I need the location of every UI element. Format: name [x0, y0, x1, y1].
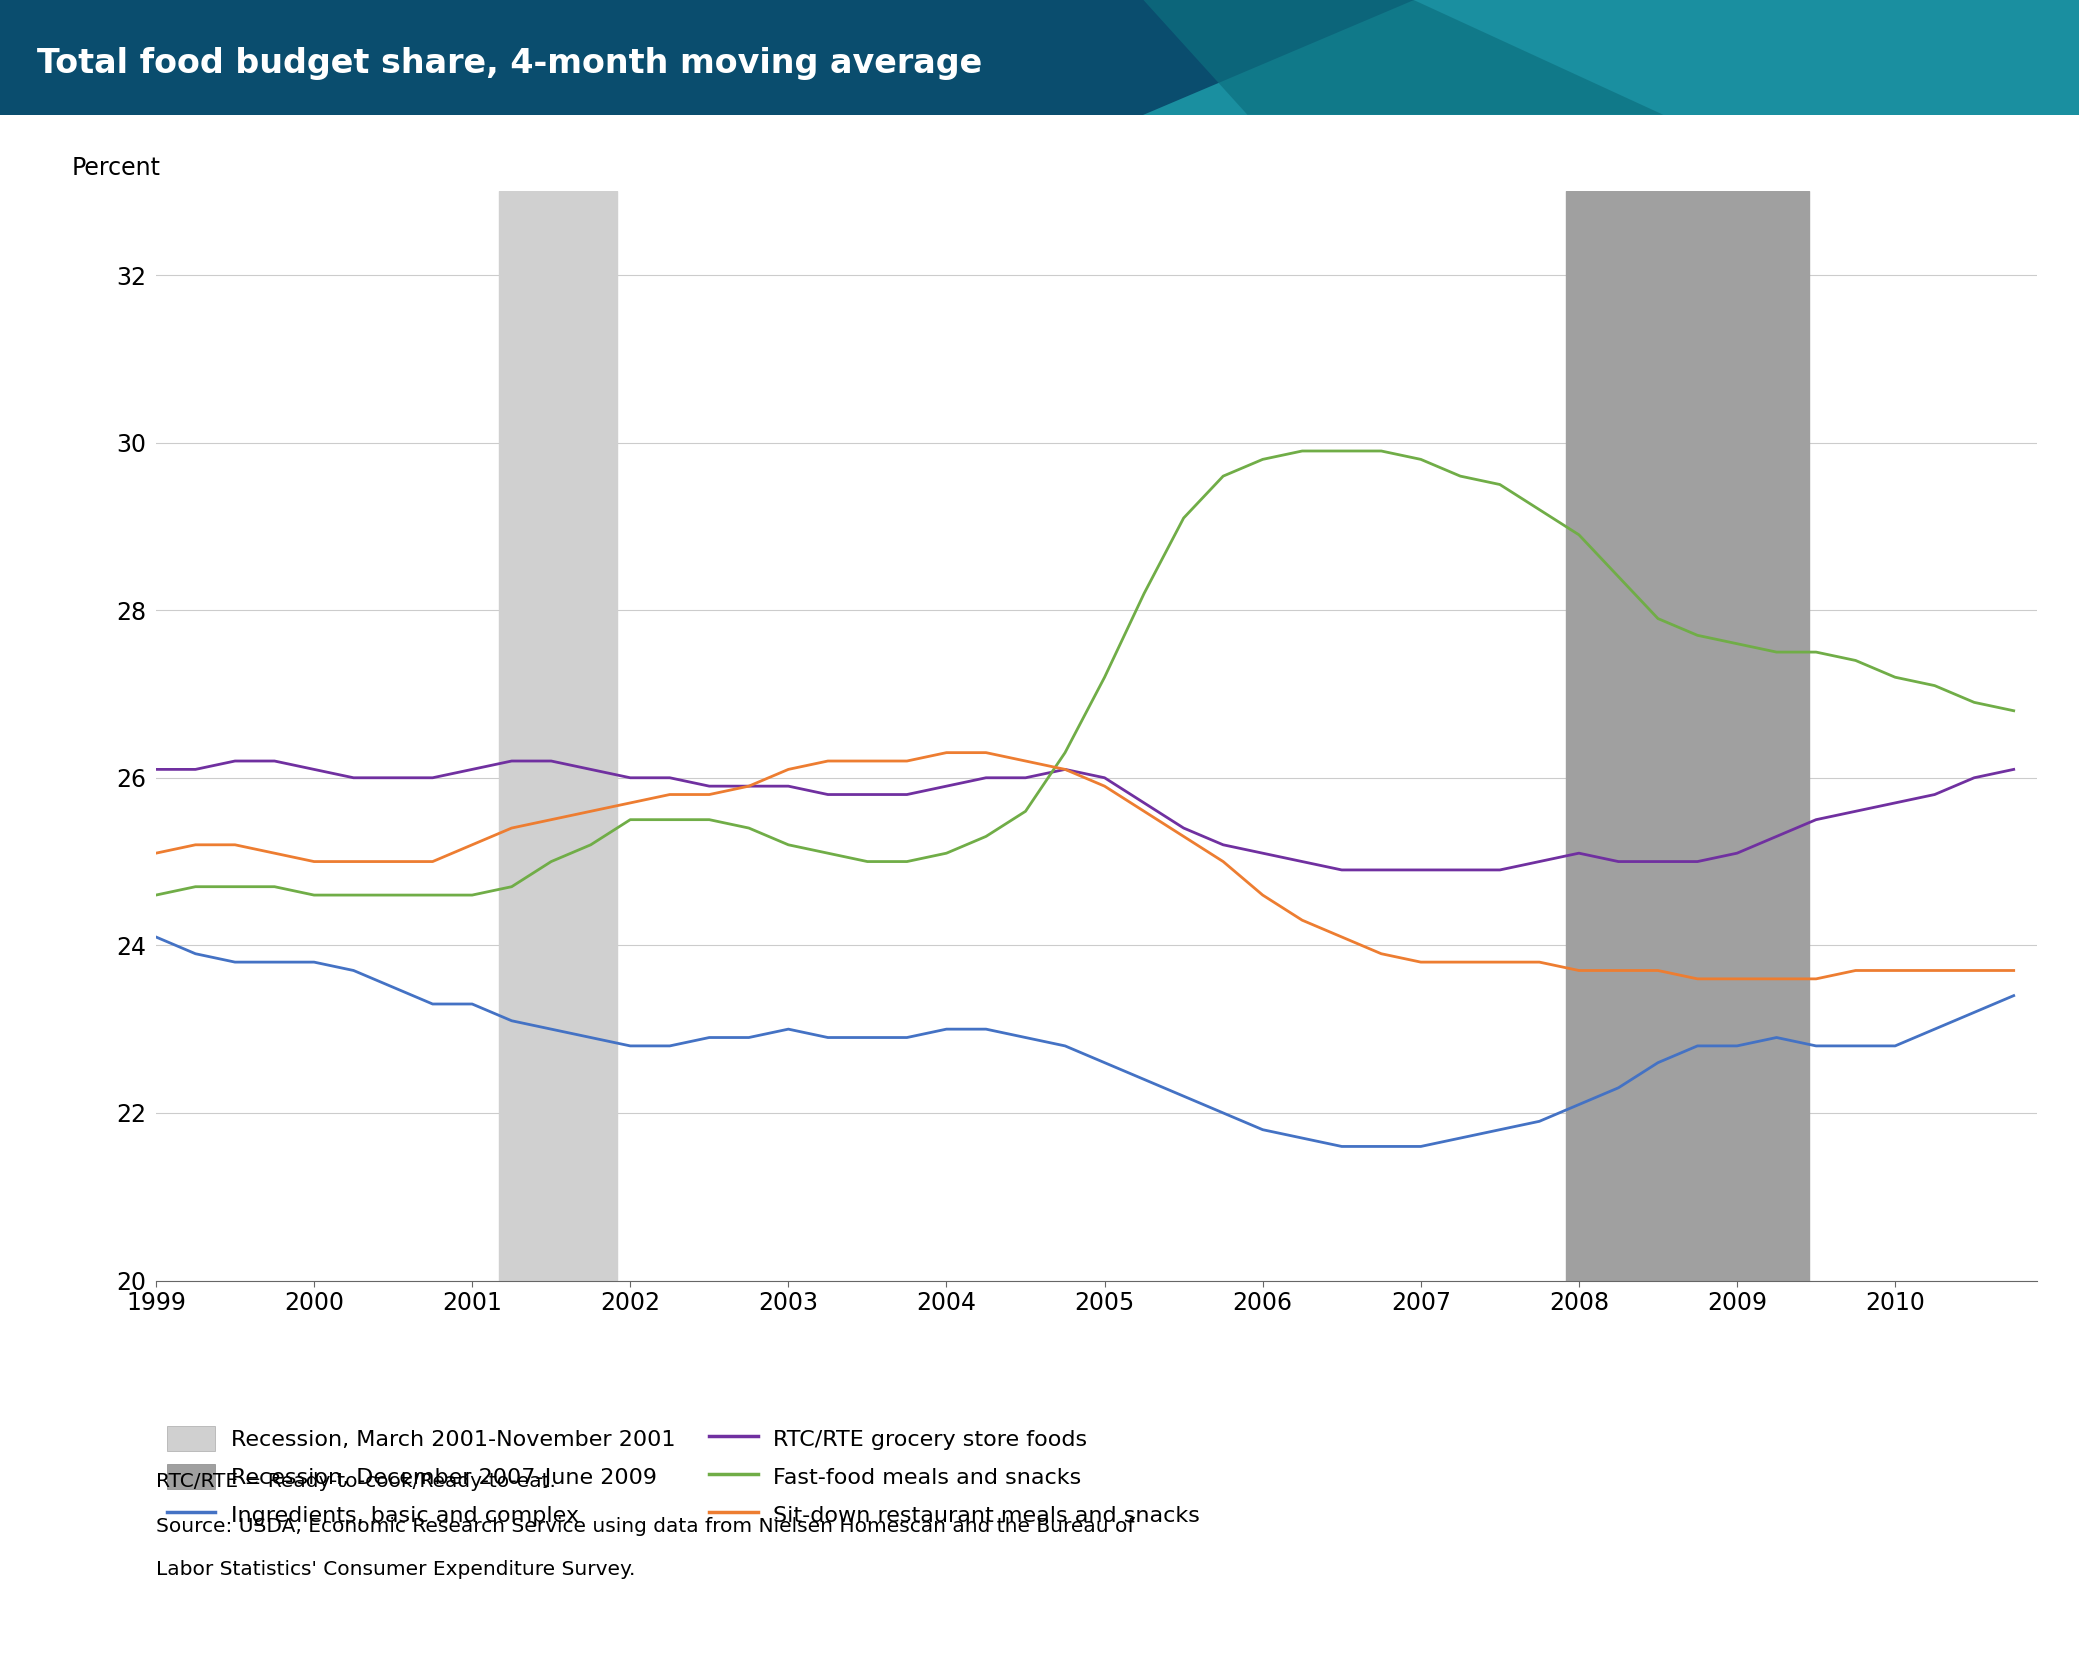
Text: RTC/RTE = Ready-to-cook/Ready-to-eat.: RTC/RTE = Ready-to-cook/Ready-to-eat. [156, 1472, 555, 1490]
Text: Labor Statistics' Consumer Expenditure Survey.: Labor Statistics' Consumer Expenditure S… [156, 1560, 636, 1578]
Text: Percent: Percent [71, 156, 160, 180]
Bar [1565, 191, 1809, 1281]
Legend: Recession, March 2001-November 2001, Recession, December 2007-June 2009, Ingredi: Recession, March 2001-November 2001, Rec… [158, 1417, 1210, 1537]
Polygon shape [1143, 0, 2079, 115]
Polygon shape [1143, 0, 1663, 115]
Text: Source: USDA, Economic Research Service using data from Nielsen Homescan and the: Source: USDA, Economic Research Service … [156, 1517, 1135, 1535]
Bar [499, 191, 617, 1281]
Text: Total food budget share, 4-month moving average: Total food budget share, 4-month moving … [37, 47, 983, 80]
